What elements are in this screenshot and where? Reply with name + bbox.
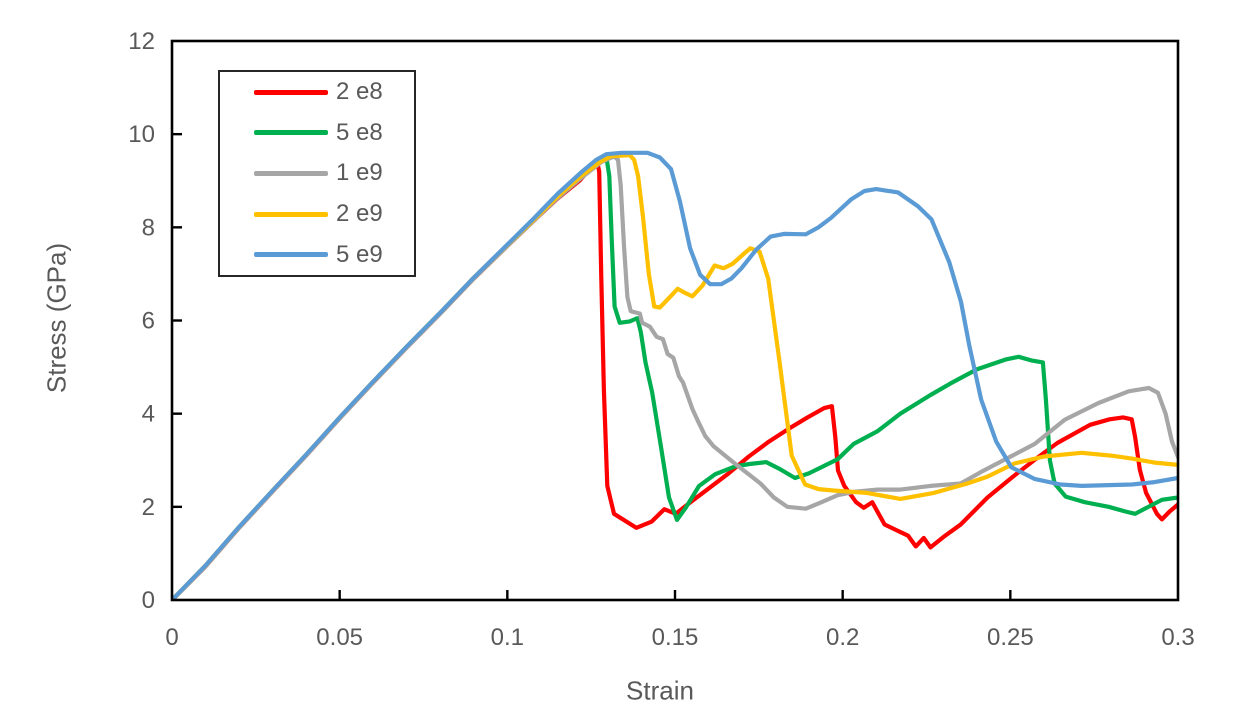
y-tick-label: 6 bbox=[142, 308, 155, 335]
legend-label-2e9: 2 e9 bbox=[336, 200, 383, 228]
legend-item-1e9: 1 e9 bbox=[254, 161, 414, 185]
plot-series bbox=[171, 150, 1179, 601]
x-tick-label: 0.15 bbox=[652, 624, 699, 651]
x-tick-label: 0 bbox=[165, 624, 178, 651]
y-tick-label: 10 bbox=[128, 121, 155, 148]
legend-label-2e8: 2 e8 bbox=[336, 78, 383, 106]
legend-label-5e8: 5 e8 bbox=[336, 118, 383, 146]
legend-swatch-5e9 bbox=[254, 252, 328, 258]
legend: 2 e8 5 e8 1 e9 2 e9 5 e9 bbox=[218, 70, 416, 277]
legend-swatch-1e9 bbox=[254, 170, 328, 176]
legend-label-5e9: 5 e9 bbox=[336, 240, 383, 268]
legend-swatch-5e8 bbox=[254, 130, 328, 136]
x-tick-label: 0.2 bbox=[826, 624, 859, 651]
x-tick-label: 0.1 bbox=[491, 624, 524, 651]
legend-item-2e8: 2 e8 bbox=[254, 80, 414, 104]
x-axis-title: Strain bbox=[626, 675, 694, 706]
legend-item-5e8: 5 e8 bbox=[254, 118, 414, 146]
y-tick-label: 8 bbox=[142, 214, 155, 241]
y-tick-label: 0 bbox=[142, 587, 155, 614]
legend-label-1e9: 1 e9 bbox=[336, 159, 383, 187]
series-line-5e9 bbox=[171, 150, 1179, 601]
y-axis-title: Stress (GPa) bbox=[41, 242, 72, 394]
x-tick-label: 0.3 bbox=[1161, 624, 1194, 651]
x-tick-label: 0.25 bbox=[987, 624, 1034, 651]
x-tick-label: 0.05 bbox=[316, 624, 363, 651]
y-tick-label: 4 bbox=[142, 401, 155, 428]
y-tick-label: 2 bbox=[142, 494, 155, 521]
legend-item-2e9: 2 e9 bbox=[254, 202, 414, 226]
y-tick-label: 12 bbox=[128, 28, 155, 55]
legend-swatch-2e8 bbox=[254, 89, 328, 95]
legend-swatch-2e9 bbox=[254, 211, 328, 217]
legend-item-5e9: 5 e9 bbox=[254, 240, 414, 268]
